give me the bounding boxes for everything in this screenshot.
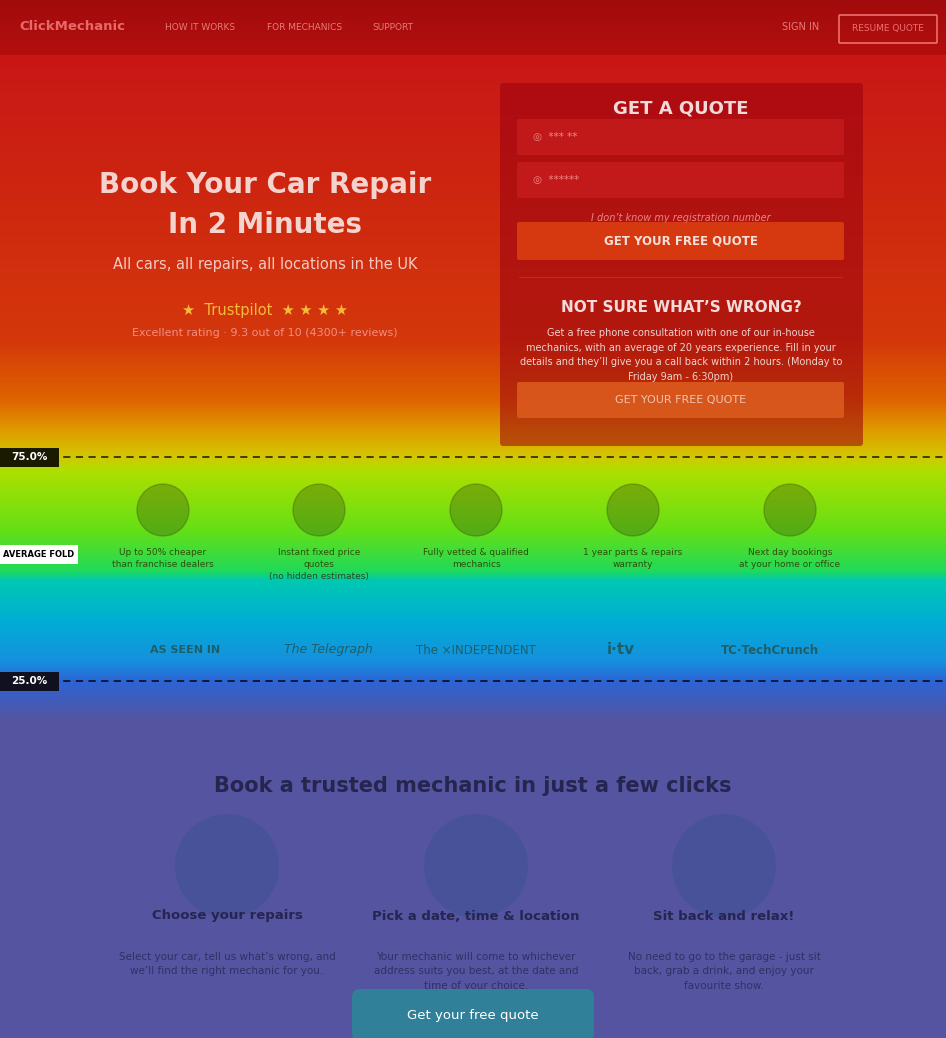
Text: ◎  *** **: ◎ *** **: [533, 132, 577, 142]
FancyBboxPatch shape: [517, 382, 844, 418]
FancyBboxPatch shape: [500, 83, 863, 446]
Text: SIGN IN: SIGN IN: [782, 22, 819, 32]
Text: SUPPORT: SUPPORT: [373, 23, 413, 31]
Circle shape: [293, 484, 345, 536]
Text: I don’t know my registration number: I don’t know my registration number: [591, 213, 771, 223]
FancyBboxPatch shape: [517, 162, 844, 198]
Text: 75.0%: 75.0%: [10, 453, 47, 463]
Text: i·tv: i·tv: [607, 643, 635, 657]
Text: ◎  ******: ◎ ******: [533, 175, 579, 185]
Text: Book a trusted mechanic in just a few clicks: Book a trusted mechanic in just a few cl…: [214, 776, 732, 796]
Text: ★  Trustpilot  ★ ★ ★ ★: ★ Trustpilot ★ ★ ★ ★: [182, 302, 348, 318]
Bar: [0, 0, 946, 55]
Circle shape: [424, 814, 528, 918]
Text: AS SEEN IN: AS SEEN IN: [149, 645, 220, 655]
Text: Your mechanic will come to whichever
address suits you best, at the date and
tim: Your mechanic will come to whichever add…: [374, 952, 578, 991]
Circle shape: [450, 484, 502, 536]
Text: 25.0%: 25.0%: [10, 677, 47, 686]
Text: AVERAGE FOLD: AVERAGE FOLD: [4, 550, 75, 559]
Text: Book Your Car Repair: Book Your Car Repair: [99, 171, 431, 199]
Text: ClickMechanic: ClickMechanic: [19, 21, 125, 33]
Text: Pick a date, time & location: Pick a date, time & location: [372, 909, 580, 923]
Text: GET YOUR FREE QUOTE: GET YOUR FREE QUOTE: [604, 235, 758, 247]
Text: No need to go to the garage - just sit
back, grab a drink, and enjoy your
favour: No need to go to the garage - just sit b…: [627, 952, 820, 991]
Text: GET A QUOTE: GET A QUOTE: [613, 99, 748, 117]
Text: HOW IT WORKS: HOW IT WORKS: [165, 23, 235, 31]
FancyBboxPatch shape: [0, 545, 78, 564]
Text: Next day bookings
at your home or office: Next day bookings at your home or office: [740, 548, 841, 569]
Circle shape: [175, 814, 279, 918]
FancyBboxPatch shape: [0, 672, 59, 691]
Text: The Telegraph: The Telegraph: [284, 644, 373, 656]
Text: The ×INDEPENDENT: The ×INDEPENDENT: [416, 644, 536, 656]
Text: Get a free phone consultation with one of our in-house
mechanics, with an averag: Get a free phone consultation with one o…: [519, 328, 842, 382]
Text: NOT SURE WHAT’S WRONG?: NOT SURE WHAT’S WRONG?: [561, 300, 801, 316]
Text: 1 year parts & repairs
warranty: 1 year parts & repairs warranty: [584, 548, 683, 569]
FancyBboxPatch shape: [352, 989, 594, 1038]
Text: In 2 Minutes: In 2 Minutes: [168, 211, 362, 239]
Text: Choose your repairs: Choose your repairs: [151, 909, 303, 923]
Text: GET YOUR FREE QUOTE: GET YOUR FREE QUOTE: [616, 395, 746, 405]
Text: Select your car, tell us what’s wrong, and
we’ll find the right mechanic for you: Select your car, tell us what’s wrong, a…: [118, 952, 336, 977]
Circle shape: [137, 484, 189, 536]
Text: Sit back and relax!: Sit back and relax!: [654, 909, 795, 923]
Text: Fully vetted & qualified
mechanics: Fully vetted & qualified mechanics: [423, 548, 529, 569]
Text: Up to 50% cheaper
than franchise dealers: Up to 50% cheaper than franchise dealers: [113, 548, 214, 569]
Circle shape: [607, 484, 659, 536]
Circle shape: [672, 814, 776, 918]
FancyBboxPatch shape: [517, 119, 844, 155]
Text: FOR MECHANICS: FOR MECHANICS: [268, 23, 342, 31]
FancyBboxPatch shape: [0, 448, 59, 467]
Circle shape: [764, 484, 816, 536]
Text: Excellent rating · 9.3 out of 10 (4300+ reviews): Excellent rating · 9.3 out of 10 (4300+ …: [132, 328, 398, 338]
Text: TC·TechCrunch: TC·TechCrunch: [721, 644, 819, 656]
Text: RESUME QUOTE: RESUME QUOTE: [852, 25, 924, 33]
FancyBboxPatch shape: [517, 222, 844, 260]
Text: All cars, all repairs, all locations in the UK: All cars, all repairs, all locations in …: [113, 257, 417, 273]
Text: Get your free quote: Get your free quote: [407, 1009, 539, 1021]
Text: Instant fixed price
quotes
(no hidden estimates): Instant fixed price quotes (no hidden es…: [269, 548, 369, 581]
